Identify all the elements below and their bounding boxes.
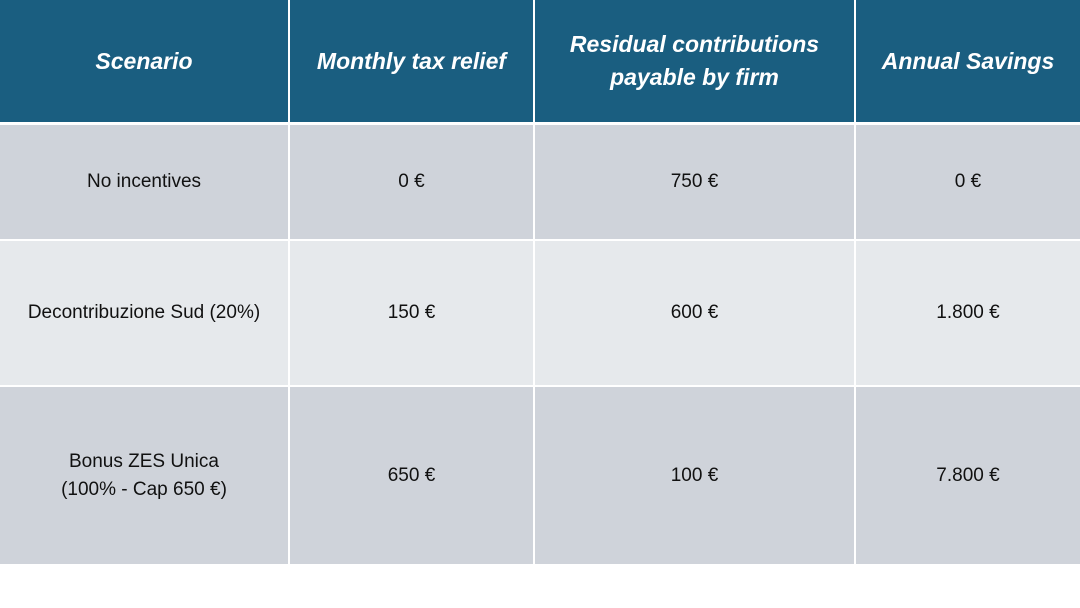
table-cell-scenario: No incentives	[0, 125, 290, 241]
table-cell-residual-contributions: 100 €	[535, 387, 856, 566]
comparison-table: Scenario Monthly tax relief Residual con…	[0, 0, 1080, 566]
table-cell-scenario: Bonus ZES Unica (100% - Cap 650 €)	[0, 387, 290, 566]
header-monthly-tax-relief: Monthly tax relief	[290, 0, 535, 125]
table-cell-monthly-tax-relief: 650 €	[290, 387, 535, 566]
table-cell-monthly-tax-relief: 0 €	[290, 125, 535, 241]
table-cell-scenario: Decontribuzione Sud (20%)	[0, 241, 290, 387]
table-cell-residual-contributions: 600 €	[535, 241, 856, 387]
header-residual-contributions: Residual contributions payable by firm	[535, 0, 856, 125]
table-cell-monthly-tax-relief: 150 €	[290, 241, 535, 387]
table-cell-annual-savings: 0 €	[856, 125, 1080, 241]
header-scenario: Scenario	[0, 0, 290, 125]
table-cell-annual-savings: 7.800 €	[856, 387, 1080, 566]
table-cell-residual-contributions: 750 €	[535, 125, 856, 241]
table-cell-annual-savings: 1.800 €	[856, 241, 1080, 387]
header-annual-savings: Annual Savings	[856, 0, 1080, 125]
